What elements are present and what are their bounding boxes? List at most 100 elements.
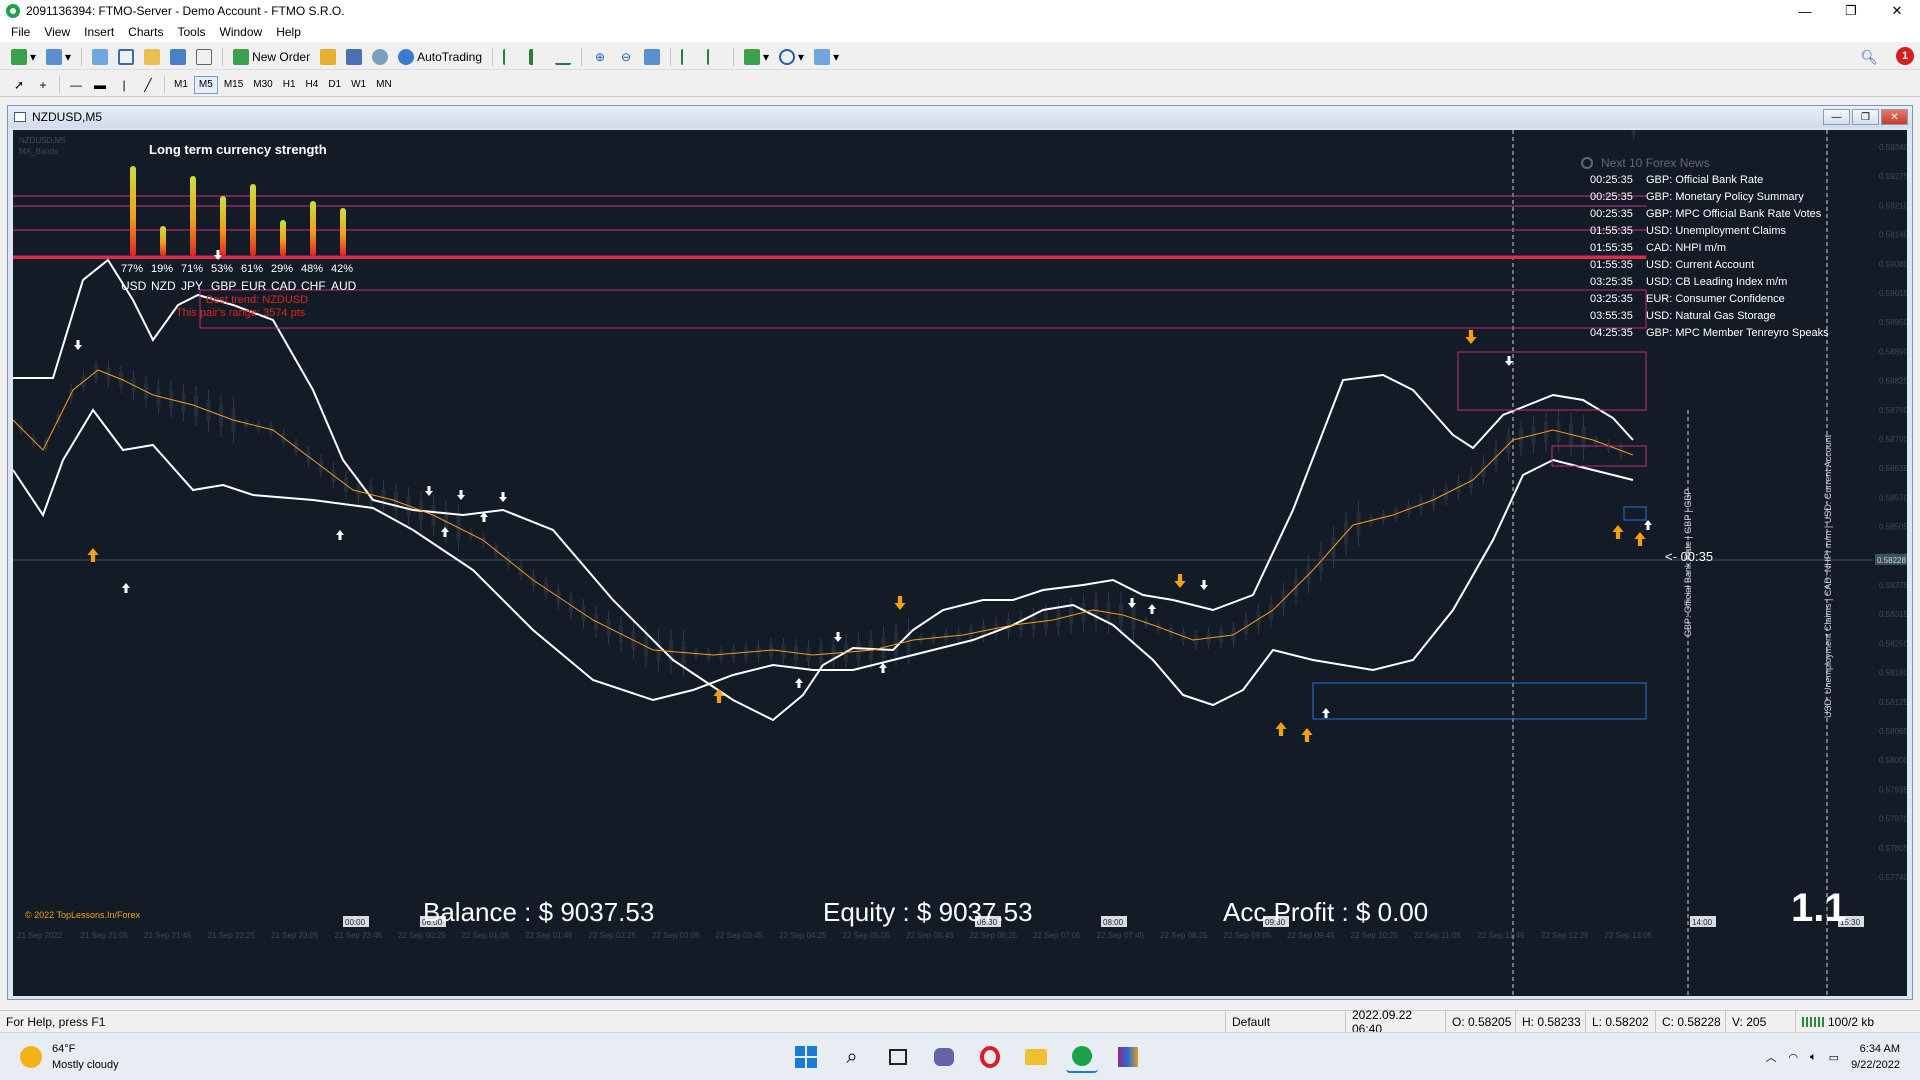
cursor-button[interactable]: ➚ <box>8 74 30 96</box>
menu-view[interactable]: View <box>44 25 71 39</box>
task-view-button[interactable] <box>882 1041 914 1073</box>
tray-overflow-icon[interactable]: ︿ <box>1765 1052 1777 1064</box>
vps-button[interactable] <box>369 46 391 68</box>
battery-icon[interactable]: ▭ <box>1828 1051 1840 1064</box>
notification-badge[interactable]: 1 <box>1896 47 1914 65</box>
auto-scroll-icon <box>681 48 697 65</box>
tf-m1[interactable]: M1 <box>174 79 188 90</box>
wifi-icon[interactable]: ◠ <box>1788 1051 1799 1064</box>
news-vertical-label-gbp: GBP: Official Bank Rate | GBP | GBP <box>1683 489 1693 637</box>
date-tick-label: 22 Sep 05:05 <box>843 931 891 940</box>
price-tick-label: 0.58000 <box>1879 756 1907 765</box>
volume-icon[interactable]: 🔈︎ <box>1810 1050 1817 1063</box>
new-chart-button[interactable]: ▾ <box>8 46 39 68</box>
profiles-button[interactable]: ▾ <box>43 46 74 68</box>
crosshair-button[interactable]: + <box>32 74 54 96</box>
news-time: 03:25:35 <box>1590 293 1633 305</box>
trendline-button[interactable]: ╱ <box>137 74 159 96</box>
weather-temp: 64°F <box>52 1043 76 1055</box>
price-tick-label: 0.58950 <box>1879 318 1907 327</box>
chart-restore-button[interactable]: ❐ <box>1852 109 1879 125</box>
zoom-out-button[interactable]: ⊖ <box>615 46 637 68</box>
data-window-button[interactable] <box>115 46 137 68</box>
line-chart-button[interactable] <box>552 46 574 68</box>
menu-file[interactable]: File <box>11 25 31 39</box>
mt4-taskbar-button[interactable] <box>1066 1041 1098 1073</box>
clock[interactable]: 6:34 AM 9/22/2022 <box>1851 1041 1900 1073</box>
navigator-button[interactable] <box>141 46 163 68</box>
metaeditor-icon <box>320 48 337 65</box>
templates-button[interactable]: ▾ <box>811 46 842 68</box>
menu-tools[interactable]: Tools <box>177 25 206 39</box>
weather-widget[interactable]: 64°F Mostly cloudy <box>20 1041 119 1073</box>
taskbar-search-button[interactable]: ⌕ <box>836 1041 868 1073</box>
file-explorer-button[interactable] <box>1020 1041 1052 1073</box>
profiles-icon <box>46 48 63 65</box>
chart-close-button[interactable]: ✕ <box>1881 109 1908 125</box>
windows-icon <box>795 1046 817 1068</box>
chart-minimize-button[interactable]: — <box>1823 109 1850 125</box>
tf-h4[interactable]: H4 <box>305 79 319 90</box>
winrar-button[interactable] <box>1112 1041 1144 1073</box>
candlestick-button[interactable] <box>526 46 548 68</box>
menu-help[interactable]: Help <box>276 25 301 39</box>
news-event: USD: Natural Gas Storage <box>1646 310 1776 322</box>
ftmo-app-icon <box>1072 1046 1092 1066</box>
strength-percent: 42% <box>331 263 353 275</box>
signals-button[interactable] <box>343 46 365 68</box>
strength-bar <box>220 196 226 256</box>
tf-mn[interactable]: MN <box>376 79 392 90</box>
folder-icon <box>1025 1049 1047 1065</box>
new-order-button[interactable]: New Order <box>230 46 313 68</box>
auto-scroll-button[interactable] <box>678 46 700 68</box>
date-tick-label: 22 Sep 11:45 <box>1478 931 1526 940</box>
acc-profit-label: Acc Profit : $ 0.00 <box>1223 897 1428 927</box>
metaeditor-button[interactable] <box>317 46 339 68</box>
tf-m15[interactable]: M15 <box>223 79 244 90</box>
candle-body <box>1631 130 1636 135</box>
vline-button[interactable]: | <box>113 74 135 96</box>
maximize-button[interactable]: ❐ <box>1845 3 1857 18</box>
hline-button[interactable]: — <box>65 74 87 96</box>
down-signal-arrow <box>894 596 906 610</box>
minimize-button[interactable]: — <box>1798 3 1812 19</box>
up-signal-arrow <box>1634 532 1646 546</box>
close-button[interactable]: ✕ <box>1891 3 1903 18</box>
tf-d1[interactable]: D1 <box>328 79 342 90</box>
menu-insert[interactable]: Insert <box>84 25 115 39</box>
indicators-button[interactable]: ▾ <box>741 46 772 68</box>
strength-percent: 19% <box>151 263 173 275</box>
app-icon <box>6 4 20 18</box>
tile-windows-button[interactable] <box>641 46 663 68</box>
date-tick-label: 22 Sep 02:25 <box>589 931 637 940</box>
opera-button[interactable] <box>974 1041 1006 1073</box>
tf-m30[interactable]: M30 <box>253 79 273 90</box>
profile-name[interactable]: Default <box>1225 1011 1345 1033</box>
teams-button[interactable] <box>928 1041 960 1073</box>
date-tick-label: 22 Sep 06:25 <box>970 931 1018 940</box>
tf-h1[interactable]: H1 <box>282 79 296 90</box>
zoom-in-button[interactable]: ⊕ <box>589 46 611 68</box>
start-button[interactable] <box>790 1041 822 1073</box>
strength-currency: JPY <box>181 279 203 293</box>
bar-chart-button[interactable] <box>500 46 522 68</box>
news-event: GBP: MPC Member Tenreyro Speaks <box>1646 327 1829 339</box>
rectangle-button[interactable]: ▬ <box>89 74 111 96</box>
news-time: 01:55:35 <box>1590 225 1633 237</box>
menu-window[interactable]: Window <box>219 25 263 39</box>
autotrading-button[interactable]: AutoTrading <box>395 46 485 68</box>
tester-button[interactable] <box>193 46 215 68</box>
menu-charts[interactable]: Charts <box>128 25 164 39</box>
strength-currency: CHF <box>301 279 326 293</box>
price-chart[interactable]: 0.59340 0.59275 0.59210 0.59145 0.59080 0.590… <box>13 130 1907 996</box>
chart-shift-button[interactable] <box>704 46 726 68</box>
terminal-button[interactable] <box>167 46 189 68</box>
vertical-line-icon: | <box>122 77 126 92</box>
new-order-label: New Order <box>252 49 311 64</box>
search-icon[interactable]: 🔍︎ <box>1860 49 1878 65</box>
tf-m5[interactable]: M5 <box>193 75 218 94</box>
periods-button[interactable]: ▾ <box>776 46 807 68</box>
market-watch-button[interactable] <box>89 46 111 68</box>
tf-w1[interactable]: W1 <box>351 79 367 90</box>
strength-title: Long term currency strength <box>149 142 327 157</box>
